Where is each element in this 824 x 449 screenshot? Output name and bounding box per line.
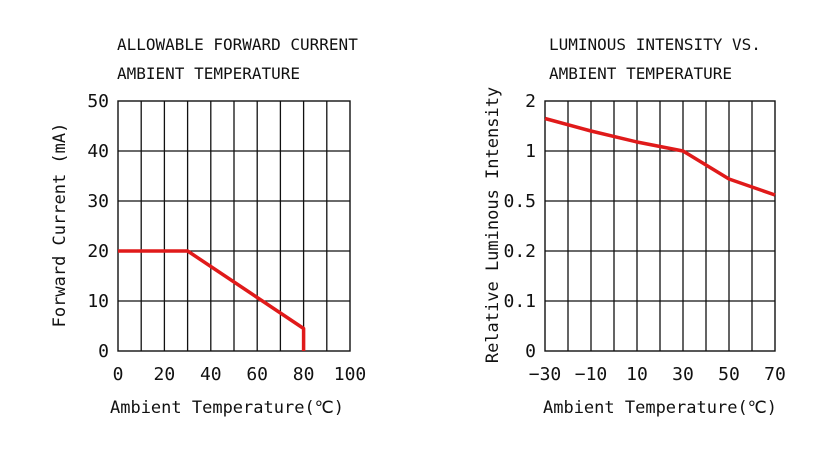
y-tick-label: 10 [87,291,109,312]
y-axis-label: Relative Luminous Intensity [483,87,503,363]
x-tick-label: −30 [529,364,562,385]
y-tick-labels: 0 0.1 0.2 0.5 1 2 [503,91,536,362]
chart-title-line-2: AMBIENT TEMPERATURE [549,64,732,83]
y-tick-label: 40 [87,141,109,162]
x-tick-label: 10 [626,364,648,385]
x-tick-label: 30 [672,364,694,385]
chart-title-line-1: ALLOWABLE FORWARD CURRENT [117,35,358,54]
series-line-forward-current [118,249,306,351]
gridlines [118,101,350,351]
plot-frame [544,100,776,352]
x-axis-label: Ambient Temperature(℃) [543,398,777,418]
x-tick-labels: −30 −10 10 30 50 70 [529,364,786,385]
x-tick-label: 60 [246,364,268,385]
chart-title-line-1: LUMINOUS INTENSITY VS. [549,35,761,54]
x-tick-label: −10 [575,364,608,385]
y-tick-label: 0.1 [503,291,536,312]
y-tick-label: 50 [87,91,109,112]
y-tick-label: 0 [98,341,109,362]
chart-title-line-2: AMBIENT TEMPERATURE [117,64,300,83]
chart-luminous-intensity: LUMINOUS INTENSITY VS. AMBIENT TEMPERATU… [483,35,786,418]
series-line-relative-intensity [544,116,776,197]
x-tick-label: 80 [293,364,315,385]
y-tick-label: 1 [525,141,536,162]
y-tick-label: 2 [525,91,536,112]
y-tick-label: 20 [87,241,109,262]
x-tick-label: 40 [200,364,222,385]
x-tick-label: 100 [334,364,367,385]
x-tick-label: 0 [113,364,124,385]
plot-frame [117,100,351,352]
x-tick-label: 20 [154,364,176,385]
x-tick-label: 70 [764,364,786,385]
chart-forward-current: ALLOWABLE FORWARD CURRENT AMBIENT TEMPER… [50,35,366,418]
y-tick-labels: 0 10 20 30 40 50 [87,91,109,362]
x-tick-labels: 0 20 40 60 80 100 [113,364,367,385]
y-tick-label: 0 [525,341,536,362]
y-tick-label: 0.2 [503,241,536,262]
gridlines [545,101,775,351]
y-tick-label: 30 [87,191,109,212]
y-tick-label: 0.5 [503,191,536,212]
y-axis-label: Forward Current (mA) [50,123,70,328]
x-axis-label: Ambient Temperature(℃) [110,398,344,418]
x-tick-label: 50 [718,364,740,385]
